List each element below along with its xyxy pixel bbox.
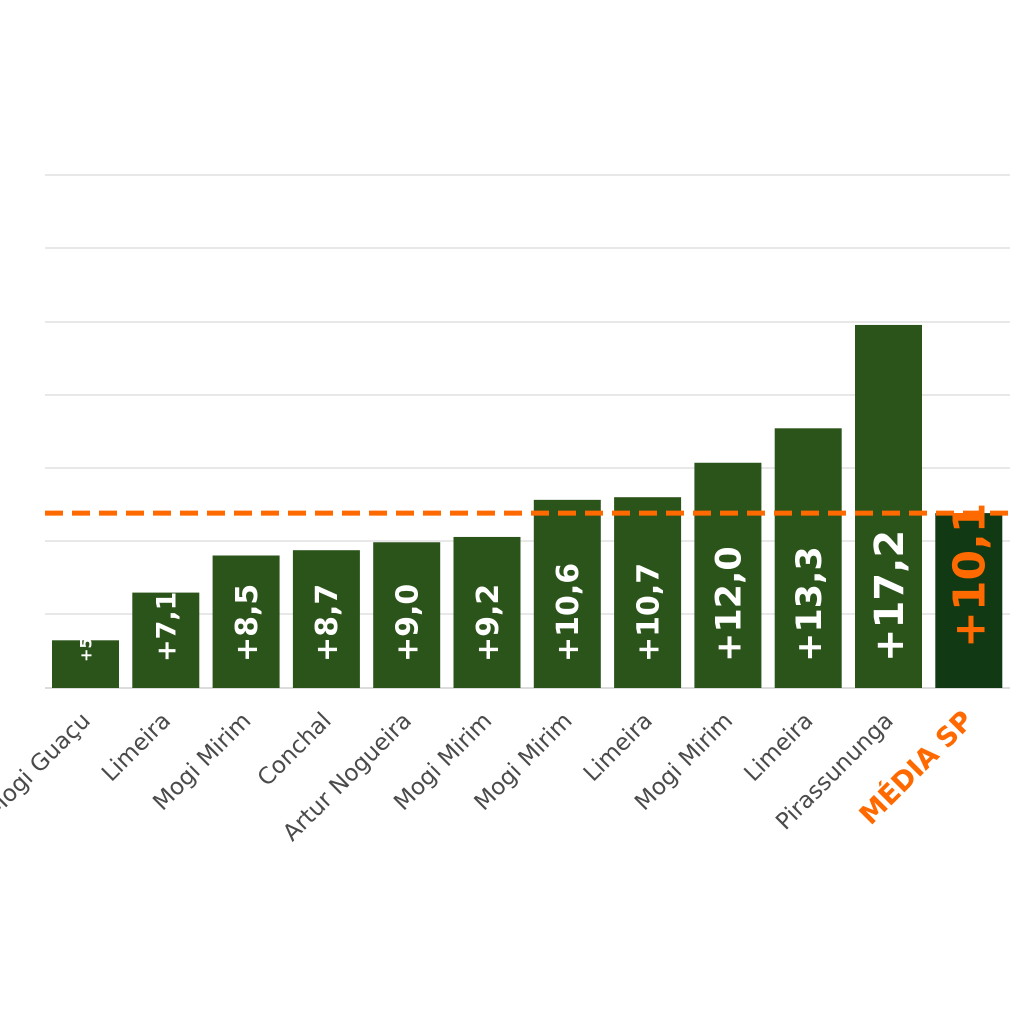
- value-label: +10,6: [551, 563, 586, 662]
- category-label: Limeira: [97, 708, 176, 787]
- value-label: +17,2: [867, 530, 913, 662]
- bar: [292, 550, 360, 688]
- bar: [855, 324, 922, 688]
- value-label: +8,7: [310, 584, 345, 662]
- value-label: +13,3: [790, 546, 830, 662]
- grid-lines: [45, 174, 1010, 689]
- bar: [694, 462, 762, 688]
- category-label: Limeira: [739, 708, 818, 787]
- value-label: +5,3: [76, 620, 95, 662]
- value-label: +7,1: [152, 592, 183, 662]
- bar-media-sp: [935, 513, 1003, 688]
- bar: [533, 499, 601, 688]
- value-label: +9,2: [471, 584, 506, 662]
- bar: [373, 542, 441, 688]
- bar: [132, 592, 200, 688]
- value-label: +9,0: [391, 584, 426, 662]
- bar: [774, 428, 842, 688]
- category-label: Mogi Guaçu: [0, 708, 96, 823]
- bar: [453, 536, 521, 688]
- category-label: Conchal: [253, 708, 337, 792]
- bar: [212, 555, 280, 688]
- bars: [52, 324, 1003, 688]
- category-label: Limeira: [579, 708, 658, 787]
- bar: [614, 497, 682, 688]
- value-label: +10,7: [631, 563, 666, 662]
- value-label: +8,5: [230, 584, 265, 662]
- value-label: +12,0: [710, 546, 750, 662]
- bar: [52, 640, 119, 688]
- value-label-media-sp: +10,1: [945, 503, 996, 648]
- value-labels: +5,3 +7,1 +8,5 +8,7 +9,0 +9,2 +10,6 +10,7 +12,0 +…: [76, 503, 995, 662]
